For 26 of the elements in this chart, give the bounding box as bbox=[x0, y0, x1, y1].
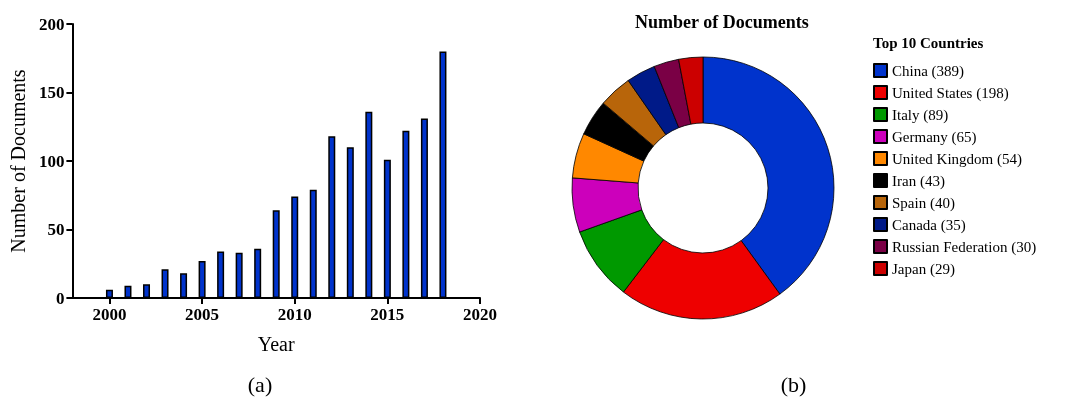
y-axis-title: Number of Documents bbox=[7, 69, 29, 253]
legend-label: China (389) bbox=[892, 62, 965, 80]
x-tick-label: 2020 bbox=[463, 305, 497, 324]
y-tick-label: 200 bbox=[38, 14, 65, 34]
x-axis-title: Year bbox=[257, 333, 295, 355]
legend-label: Canada (35) bbox=[892, 216, 966, 234]
y-tick-label: 150 bbox=[38, 83, 65, 102]
x-tick-label: 2000 bbox=[92, 305, 127, 324]
text: (b) bbox=[780, 371, 807, 397]
legend-label: United Kingdom (54) bbox=[892, 150, 1022, 168]
legend-label: Iran (43) bbox=[892, 172, 945, 190]
legend-label: Italy (89) bbox=[892, 106, 949, 124]
y-tick-label: 100 bbox=[38, 151, 65, 171]
x-tick-label: 2010 bbox=[277, 305, 312, 324]
text: (a) bbox=[247, 371, 273, 397]
legend-title: Top 10 Countries bbox=[873, 34, 984, 51]
x-tick-label: 2005 bbox=[185, 305, 220, 324]
legend-label: Germany (65) bbox=[892, 128, 977, 146]
legend-label: Spain (40) bbox=[892, 194, 955, 212]
y-tick-label: 50 bbox=[47, 220, 65, 239]
x-tick-label: 2015 bbox=[370, 305, 405, 324]
chart-title: Number of Documents bbox=[635, 12, 809, 32]
legend-label: Russian Federation (30) bbox=[892, 238, 1037, 256]
y-tick-label: 0 bbox=[55, 288, 65, 308]
legend-label: United States (198) bbox=[892, 84, 1009, 102]
legend-label: Japan (29) bbox=[892, 260, 955, 278]
